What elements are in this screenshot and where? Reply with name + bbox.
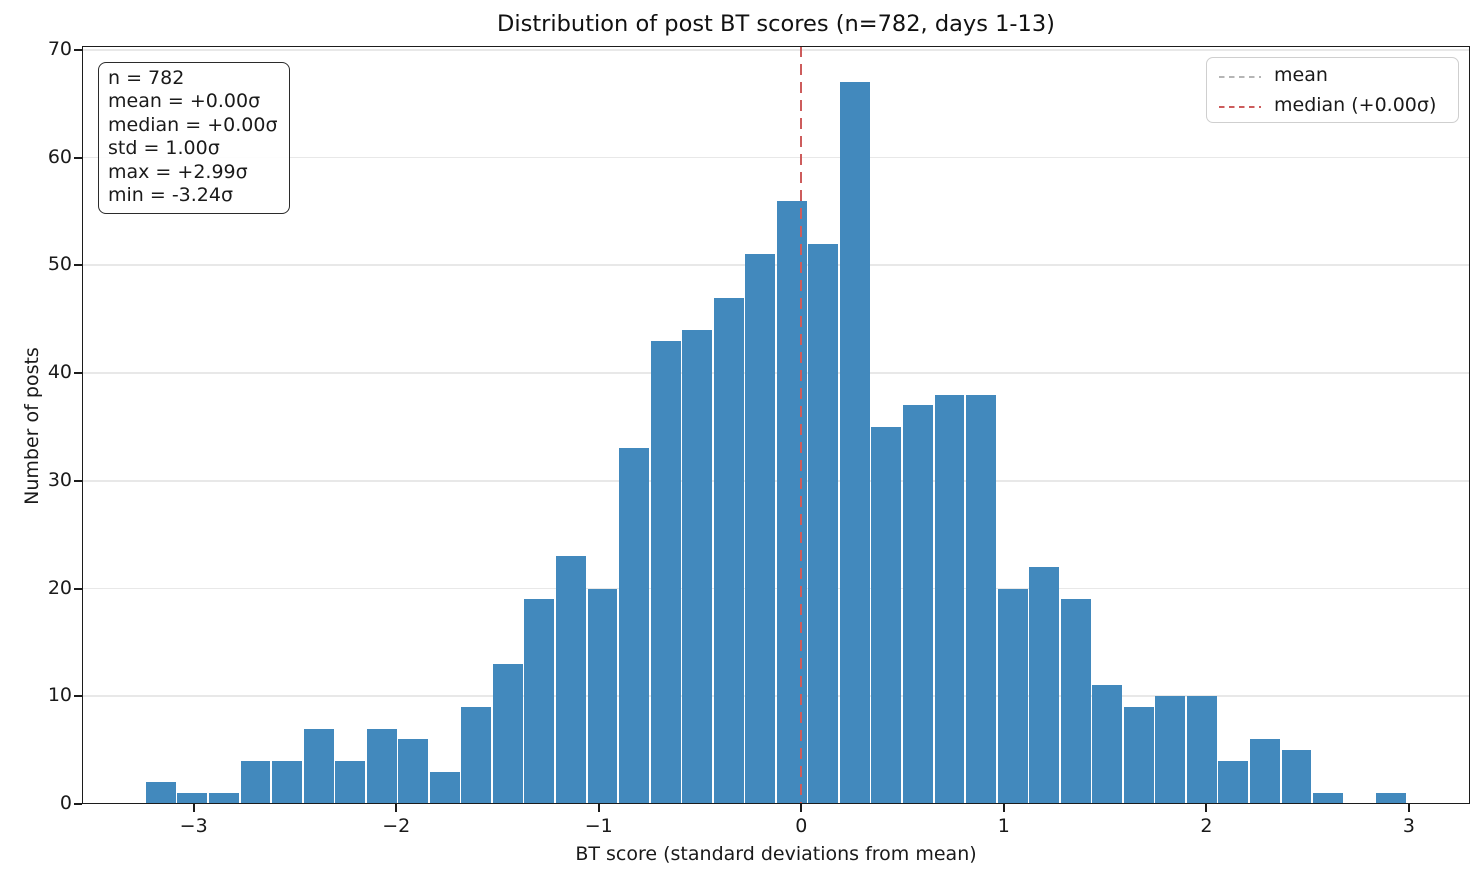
histogram-bar (839, 82, 870, 804)
x-axis-label: BT score (standard deviations from mean) (575, 843, 977, 865)
x-tick-mark (1407, 804, 1410, 812)
histogram-bar (398, 739, 429, 804)
histogram-bar (745, 254, 776, 804)
histogram-bar (366, 728, 397, 804)
y-gridline (82, 695, 1470, 698)
histogram-bar (1092, 685, 1123, 804)
histogram-bar (335, 760, 366, 804)
y-gridline (82, 48, 1470, 51)
x-tick-label: 0 (795, 815, 808, 837)
legend-label-median: median (+0.00σ) (1274, 94, 1437, 116)
histogram-bar (1060, 599, 1091, 804)
histogram-bar (145, 782, 176, 804)
histogram-bar (1029, 566, 1060, 804)
y-gridline (82, 264, 1470, 267)
histogram-bar (997, 588, 1028, 804)
x-tick-label: −1 (584, 815, 613, 837)
stats-line-std: std = 1.00σ (108, 137, 220, 160)
x-tick-label: 3 (1402, 815, 1415, 837)
y-tick-label: 70 (47, 37, 72, 60)
histogram-bar (461, 707, 492, 804)
y-tick-mark (74, 803, 82, 805)
x-tick-label: −2 (382, 815, 411, 837)
stats-line-mean: mean = +0.00σ (108, 90, 261, 113)
y-axis-label: Number of posts (21, 347, 43, 505)
histogram-bar (303, 728, 334, 804)
histogram-bar (208, 793, 239, 804)
x-tick-mark (800, 804, 803, 812)
histogram-bar (619, 448, 649, 804)
histogram-bar (587, 588, 618, 804)
y-tick-mark (74, 695, 82, 698)
histogram-bar (429, 771, 460, 804)
histogram-bar (1186, 696, 1217, 804)
x-tick-label: −3 (179, 815, 208, 837)
y-tick-label: 10 (47, 684, 72, 707)
chart-title: Distribution of post BT scores (n=782, d… (497, 11, 1055, 37)
y-gridline (82, 587, 1470, 590)
y-gridline (82, 479, 1470, 482)
x-tick-mark (1205, 804, 1208, 812)
histogram-bar (902, 405, 933, 804)
legend-item-median: median (+0.00σ) (1207, 92, 1458, 122)
median-dashed-line-swatch (1219, 106, 1261, 109)
histogram-bar (650, 340, 681, 804)
histogram-bar (1313, 793, 1343, 804)
histogram-bar (966, 394, 996, 804)
histogram-bar (682, 329, 713, 804)
x-tick-mark (395, 804, 398, 812)
legend-label-mean: mean (1274, 64, 1328, 86)
histogram-bar (871, 426, 902, 804)
x-tick-label: 2 (1200, 815, 1213, 837)
y-tick-mark (74, 48, 82, 51)
histogram-bar (1281, 750, 1312, 804)
x-tick-label: 1 (997, 815, 1010, 837)
histogram-bar (1155, 696, 1186, 804)
histogram-bar (1123, 707, 1154, 804)
stats-line-median: median = +0.00σ (108, 113, 278, 136)
legend: mean median (+0.00σ) (1206, 57, 1459, 123)
histogram-bar (808, 243, 839, 804)
y-tick-label: 30 (47, 468, 72, 491)
y-tick-label: 0 (59, 792, 72, 814)
stats-line-max: max = +2.99σ (108, 160, 248, 183)
y-gridline (82, 156, 1470, 159)
histogram-bar (240, 760, 271, 804)
stats-box: n = 782 mean = +0.00σ median = +0.00σ st… (98, 62, 290, 215)
y-gridline (82, 372, 1470, 374)
histogram-bar (934, 394, 965, 804)
x-tick-mark (192, 804, 195, 812)
histogram-bar (524, 599, 555, 804)
histogram-bar (713, 297, 744, 804)
histogram-bar (1376, 793, 1407, 804)
y-tick-mark (74, 479, 82, 482)
histogram-bar (272, 760, 302, 804)
x-tick-mark (597, 804, 600, 812)
y-tick-mark (74, 156, 82, 159)
y-tick-label: 60 (47, 145, 72, 168)
histogram-bar (492, 663, 523, 804)
histogram-bar (555, 556, 586, 804)
x-tick-mark (1002, 804, 1005, 812)
y-tick-mark (74, 587, 82, 590)
median-line (800, 46, 803, 804)
y-tick-label: 50 (47, 253, 72, 276)
y-tick-mark (74, 264, 82, 267)
histogram-bar (1249, 739, 1280, 804)
stats-line-min: min = -3.24σ (108, 184, 234, 207)
y-tick-label: 20 (47, 576, 72, 599)
y-tick-mark (74, 372, 82, 374)
mean-dashed-line-swatch (1219, 76, 1261, 79)
histogram-bar (177, 793, 208, 804)
legend-item-mean: mean (1207, 62, 1458, 92)
histogram-bar (1218, 760, 1249, 804)
stats-line-n: n = 782 (108, 67, 185, 89)
y-tick-label: 40 (47, 361, 72, 383)
